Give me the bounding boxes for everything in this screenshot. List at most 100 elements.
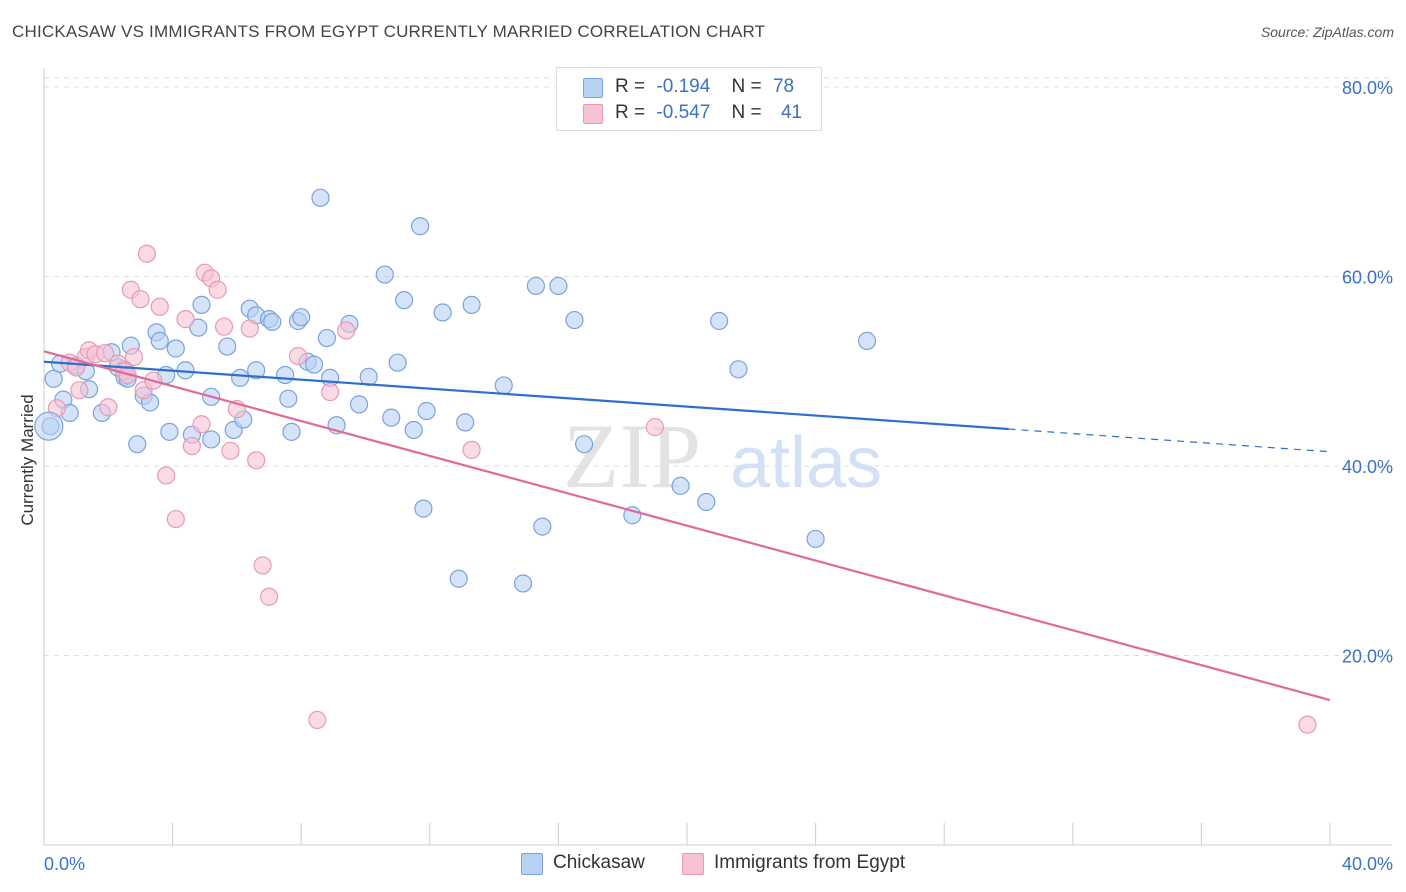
- chickasaw-point: [417, 401, 436, 421]
- legend: R = -0.194 N = 78 R = -0.547 N = 41: [556, 67, 822, 131]
- egypt-point: [192, 415, 211, 434]
- chickasaw-point: [349, 395, 369, 414]
- chart-title: CHICKASAW VS IMMIGRANTS FROM EGYPT CURRE…: [12, 22, 766, 41]
- chickasaw-point: [160, 422, 179, 441]
- egypt-point: [337, 321, 356, 340]
- chickasaw-point: [292, 308, 311, 327]
- egypt-point: [99, 398, 118, 417]
- y-tick-label: 60.0%: [1342, 267, 1393, 287]
- egypt-trend-line: [43, 350, 1331, 702]
- legend-r-value: -0.194: [656, 76, 711, 97]
- chickasaw-point: [857, 331, 877, 350]
- chickasaw-point: [513, 574, 533, 593]
- chickasaw-point: [533, 517, 552, 536]
- bottom-legend-label: Chickasaw: [553, 852, 645, 873]
- chickasaw-point: [218, 337, 237, 356]
- egypt-point: [70, 381, 89, 400]
- chickasaw-point: [189, 318, 208, 337]
- egypt-point: [157, 466, 176, 485]
- egypt-point: [176, 310, 195, 329]
- chickasaw-point: [382, 408, 401, 427]
- axes: [43, 68, 1392, 846]
- egypt-point: [321, 382, 340, 402]
- chickasaw-point: [449, 569, 468, 588]
- y-axis-label: Currently Married: [18, 394, 37, 525]
- chickasaw-point: [549, 276, 568, 296]
- egypt-point: [259, 587, 279, 606]
- chickasaw-point: [710, 311, 729, 331]
- egypt-point: [150, 297, 169, 316]
- egypt-point: [1298, 715, 1317, 734]
- legend-n-value: 41: [780, 102, 803, 123]
- grid-lines: [44, 77, 1392, 656]
- chickasaw-point: [671, 476, 690, 495]
- chickasaw-point: [729, 360, 748, 379]
- chickasaw-point: [575, 435, 594, 454]
- chickasaw-point-cluster: [34, 411, 64, 441]
- chickasaw-point: [44, 369, 63, 388]
- egypt-point: [240, 319, 259, 338]
- chickasaw-point: [394, 291, 414, 310]
- chickasaw-point: [304, 355, 324, 374]
- legend-n-value: 78: [772, 76, 795, 97]
- egypt-point: [288, 346, 308, 366]
- chickasaw-point: [456, 413, 475, 432]
- x-tick-label: 0.0%: [44, 854, 85, 874]
- source-label: Source: ZipAtlas.com: [1260, 24, 1394, 40]
- chickasaw-point: [414, 499, 433, 518]
- legend-r-value: -0.547: [656, 102, 711, 123]
- chickasaw-point: [276, 365, 295, 385]
- chickasaw-point: [192, 295, 211, 314]
- chickasaw-point: [317, 328, 337, 348]
- egypt-point: [645, 418, 664, 437]
- chickasaw-point: [202, 430, 221, 449]
- y-tick-label: 40.0%: [1342, 457, 1393, 477]
- egypt-point: [308, 710, 327, 730]
- chickasaw-point: [806, 529, 825, 549]
- chickasaw-point: [565, 310, 584, 330]
- legend-r-label: R =: [615, 102, 646, 123]
- x-tick-label: 40.0%: [1342, 854, 1393, 874]
- egypt-point: [95, 344, 115, 363]
- legend-n-label: N =: [731, 102, 762, 123]
- chickasaw-point: [150, 331, 169, 350]
- data-points: [34, 188, 1317, 734]
- chickasaw-point: [375, 265, 394, 284]
- bottom-legend-swatch-pink: [682, 853, 704, 875]
- chickasaw-trend-extension: [1008, 428, 1331, 453]
- watermark: ZIP atlas: [563, 405, 882, 507]
- egypt-point: [182, 436, 201, 456]
- egypt-point: [137, 244, 156, 263]
- legend-swatch-pink: [583, 104, 603, 124]
- chickasaw-point: [494, 376, 513, 395]
- bottom-legend-swatch-blue: [521, 853, 543, 875]
- chickasaw-point: [359, 367, 378, 387]
- chickasaw-point: [404, 420, 423, 440]
- egypt-point: [214, 317, 234, 336]
- chickasaw-point: [526, 276, 545, 296]
- chickasaw-point: [388, 353, 407, 372]
- legend-r-label: R =: [615, 76, 646, 97]
- chickasaw-point: [263, 312, 282, 332]
- watermark-atlas: atlas: [730, 423, 882, 503]
- chickasaw-point: [433, 303, 452, 322]
- chickasaw-point: [311, 188, 330, 207]
- egypt-point: [166, 509, 185, 529]
- y-tick-label: 20.0%: [1342, 646, 1393, 666]
- chickasaw-point: [166, 339, 185, 358]
- chickasaw-point: [282, 422, 301, 441]
- chickasaw-point: [697, 492, 716, 512]
- egypt-point: [253, 556, 272, 575]
- chickasaw-trend-line: [43, 360, 1009, 431]
- egypt-point: [124, 347, 144, 367]
- chickasaw-point: [231, 368, 250, 387]
- chickasaw-point: [247, 361, 266, 380]
- legend-swatch-blue: [583, 78, 603, 98]
- chickasaw-point: [279, 389, 298, 408]
- y-tick-label: 80.0%: [1342, 78, 1393, 98]
- egypt-point: [131, 290, 150, 309]
- chickasaw-point: [128, 435, 147, 454]
- legend-n-label: N =: [731, 76, 762, 97]
- egypt-point: [247, 451, 266, 470]
